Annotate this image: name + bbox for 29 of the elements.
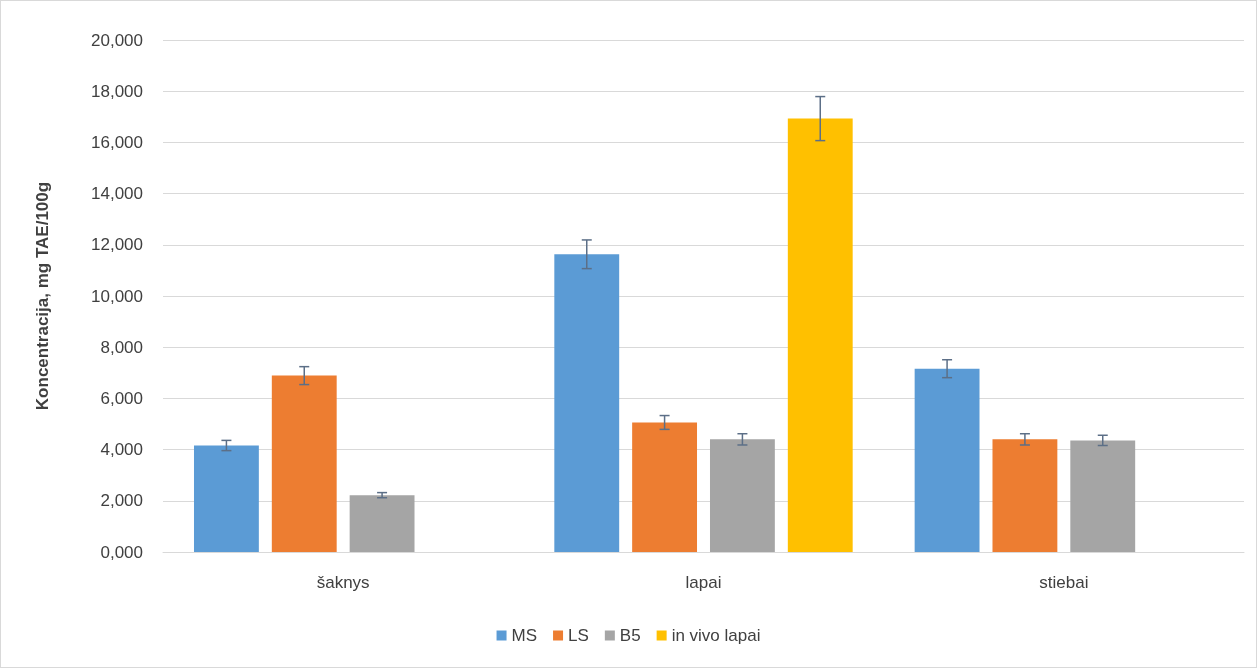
bar <box>709 439 775 552</box>
x-tick-label: šaknys <box>316 573 370 592</box>
legend-label: B5 <box>619 626 641 645</box>
bar <box>349 495 415 552</box>
y-tick-label: 16,000 <box>91 132 143 152</box>
y-tick-label: 18,000 <box>91 81 143 101</box>
x-tick-label: lapai <box>685 573 722 592</box>
y-tick-label: 14,000 <box>91 184 143 204</box>
bar <box>554 254 620 552</box>
bar <box>1070 440 1136 552</box>
y-tick-label: 20,000 <box>91 30 143 50</box>
y-tick-label: 4,000 <box>100 440 143 460</box>
legend-label: MS <box>511 626 538 645</box>
y-tick-label: 2,000 <box>100 491 143 511</box>
bar <box>914 368 980 552</box>
bar <box>992 439 1058 552</box>
bar <box>271 375 337 552</box>
legend-label: LS <box>568 626 589 645</box>
y-tick-label: 0,000 <box>100 542 143 562</box>
x-tick-label: stiebai <box>1039 573 1089 592</box>
bar <box>193 445 259 552</box>
y-tick-label: 6,000 <box>100 388 143 408</box>
y-tick-label: 12,000 <box>91 235 143 255</box>
y-axis-title: Koncentracija, mg TAE/100g <box>33 181 52 411</box>
y-tick-label: 10,000 <box>91 286 143 306</box>
bar <box>787 118 853 552</box>
y-tick-label: 8,000 <box>100 337 143 357</box>
legend-label: in vivo lapai <box>671 626 761 645</box>
bar <box>632 422 698 552</box>
